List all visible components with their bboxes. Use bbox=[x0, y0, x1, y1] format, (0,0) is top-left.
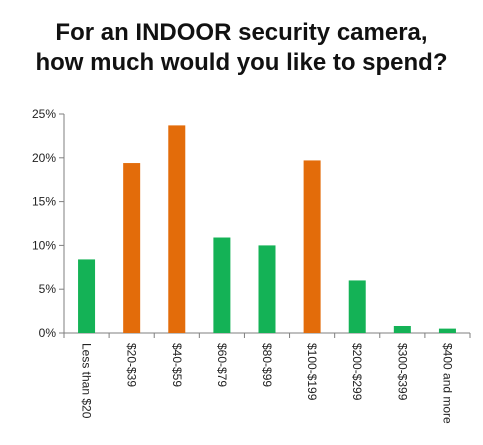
bar bbox=[78, 259, 96, 333]
y-tick-label: 20% bbox=[32, 151, 56, 165]
y-tick-label: 15% bbox=[32, 195, 56, 209]
bar bbox=[438, 328, 456, 333]
x-category-label: $40-$59 bbox=[170, 343, 184, 387]
x-category-label: $80-$99 bbox=[260, 343, 274, 387]
x-category-label: $400 and more bbox=[440, 343, 454, 424]
bar bbox=[123, 163, 141, 333]
chart-bars bbox=[78, 125, 456, 333]
bar bbox=[393, 325, 411, 333]
x-category-label: $300-$399 bbox=[395, 343, 409, 401]
bar bbox=[168, 125, 186, 333]
x-category-label: $200-$299 bbox=[350, 343, 364, 401]
bar bbox=[348, 280, 366, 333]
bar bbox=[213, 237, 231, 333]
chart-title-line-2: how much would you like to spend? bbox=[35, 49, 448, 76]
x-category-label: $60-$79 bbox=[215, 343, 229, 387]
bar bbox=[258, 245, 276, 333]
chart-title-line-1: For an INDOOR security camera, bbox=[55, 19, 428, 46]
chart-labels: 0% 5% 10% 15% 20% 25% Less than $20 $20-$39 $40-… bbox=[32, 107, 454, 424]
bar bbox=[303, 160, 321, 333]
y-tick-label: 5% bbox=[39, 282, 57, 296]
y-tick-label: 10% bbox=[32, 238, 56, 252]
x-category-label: $20-$39 bbox=[125, 343, 139, 387]
y-tick-label: 0% bbox=[39, 326, 57, 340]
y-tick-label: 25% bbox=[32, 107, 56, 121]
x-category-label: $100-$199 bbox=[305, 343, 319, 401]
x-category-label: Less than $20 bbox=[80, 343, 94, 419]
chart-title: For an INDOOR security camera, how much … bbox=[0, 18, 483, 78]
